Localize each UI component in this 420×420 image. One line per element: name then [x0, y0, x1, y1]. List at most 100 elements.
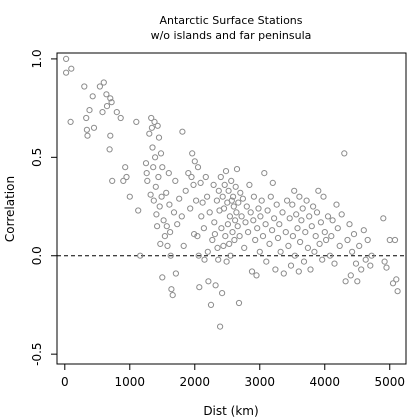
data-point: [179, 128, 186, 135]
data-point: [154, 122, 161, 129]
data-point: [206, 209, 213, 216]
data-point: [383, 264, 390, 271]
data-point: [311, 248, 318, 255]
data-point: [381, 258, 388, 265]
data-point: [300, 258, 308, 265]
data-point: [63, 69, 70, 76]
data-point: [271, 215, 278, 222]
data-point: [247, 209, 254, 216]
data-point: [163, 223, 170, 230]
data-point: [296, 193, 303, 200]
data-point: [274, 234, 282, 242]
data-point: [269, 179, 276, 186]
data-point: [103, 103, 111, 110]
data-point: [349, 248, 356, 255]
data-point: [168, 286, 175, 293]
data-point: [148, 114, 155, 122]
data-point: [328, 233, 335, 240]
data-point: [295, 268, 302, 275]
data-point: [236, 233, 243, 240]
data-point: [198, 213, 205, 220]
data-point: [245, 229, 252, 236]
data-point: [211, 231, 218, 238]
data-point: [123, 173, 130, 181]
data-point: [221, 181, 228, 188]
data-point: [117, 114, 124, 122]
data-point: [204, 193, 211, 200]
data-point: [113, 109, 120, 116]
data-point: [317, 219, 324, 226]
data-point: [277, 248, 284, 255]
data-point: [261, 170, 268, 177]
data-point: [331, 260, 338, 267]
data-point: [241, 244, 248, 251]
data-point: [304, 244, 311, 251]
data-point: [256, 248, 263, 255]
data-point: [99, 109, 106, 116]
data-point: [307, 266, 314, 273]
data-point: [135, 207, 142, 214]
data-point: [165, 170, 172, 177]
data-point: [306, 213, 313, 220]
data-point: [287, 262, 295, 269]
data-point: [273, 201, 280, 208]
data-point: [213, 197, 220, 204]
data-point: [152, 154, 159, 161]
data-point: [250, 193, 257, 200]
data-point: [193, 197, 200, 204]
data-point: [312, 233, 319, 240]
data-point: [262, 221, 269, 228]
data-point: [243, 203, 250, 210]
data-point: [303, 197, 310, 204]
data-point: [161, 233, 168, 240]
data-point: [266, 240, 273, 247]
data-point: [313, 209, 321, 216]
data-point: [219, 290, 226, 297]
data-point: [103, 91, 110, 98]
data-point: [157, 240, 164, 247]
data-point: [323, 236, 330, 244]
data-point: [362, 256, 369, 263]
data-point: [182, 187, 189, 194]
data-point: [346, 221, 353, 228]
data-point: [215, 256, 222, 263]
data-point: [229, 229, 236, 236]
x-tick-label: 3000: [244, 375, 275, 389]
data-point: [148, 124, 155, 131]
data-point: [254, 225, 261, 232]
data-point: [156, 203, 163, 210]
data-point: [194, 164, 202, 171]
data-point: [319, 256, 326, 263]
data-point: [172, 270, 179, 277]
data-point: [289, 201, 296, 208]
data-point: [214, 244, 221, 251]
data-point: [172, 177, 179, 184]
data-point: [151, 118, 158, 126]
data-point: [230, 193, 237, 200]
data-point: [222, 168, 230, 175]
data-point: [226, 213, 233, 220]
data-point: [155, 173, 162, 181]
data-point: [195, 252, 202, 259]
data-point: [202, 173, 209, 181]
data-point: [293, 211, 300, 218]
data-point: [272, 266, 279, 273]
data-point: [191, 231, 198, 238]
data-point: [153, 211, 160, 218]
data-point: [107, 132, 114, 139]
data-point: [231, 236, 238, 244]
data-point: [393, 276, 400, 283]
data-point: [150, 164, 157, 171]
data-point: [217, 323, 224, 330]
data-point: [347, 272, 354, 279]
data-point: [228, 197, 235, 204]
y-tick-label: 0.5: [30, 148, 44, 167]
data-point: [334, 225, 341, 232]
data-point: [350, 231, 358, 238]
data-point: [316, 240, 323, 247]
data-point: [191, 158, 198, 165]
data-point: [233, 166, 241, 173]
data-point: [187, 205, 194, 212]
data-point: [163, 189, 170, 196]
data-point: [167, 229, 174, 236]
